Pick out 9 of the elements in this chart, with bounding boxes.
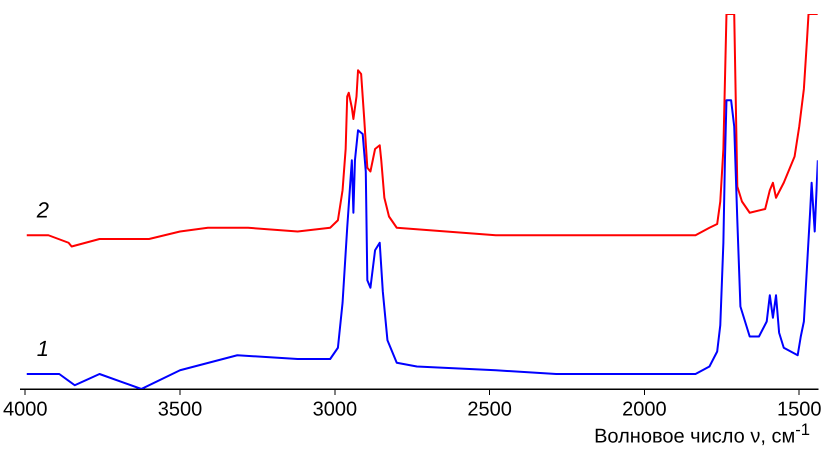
x-tick-label: 2000 [622,398,667,421]
x-tick-label: 3000 [312,398,358,421]
x-tick-label: 4000 [2,398,48,421]
x-tick-label: 2500 [467,398,512,421]
x-axis-title: Волновое число ν, см$^{-1}$ [594,420,810,449]
series-label: 1 [36,336,50,361]
x-tick-label: 3500 [158,398,202,421]
x-tick-label: 1500 [776,398,822,421]
series-label: 2 [36,197,50,222]
